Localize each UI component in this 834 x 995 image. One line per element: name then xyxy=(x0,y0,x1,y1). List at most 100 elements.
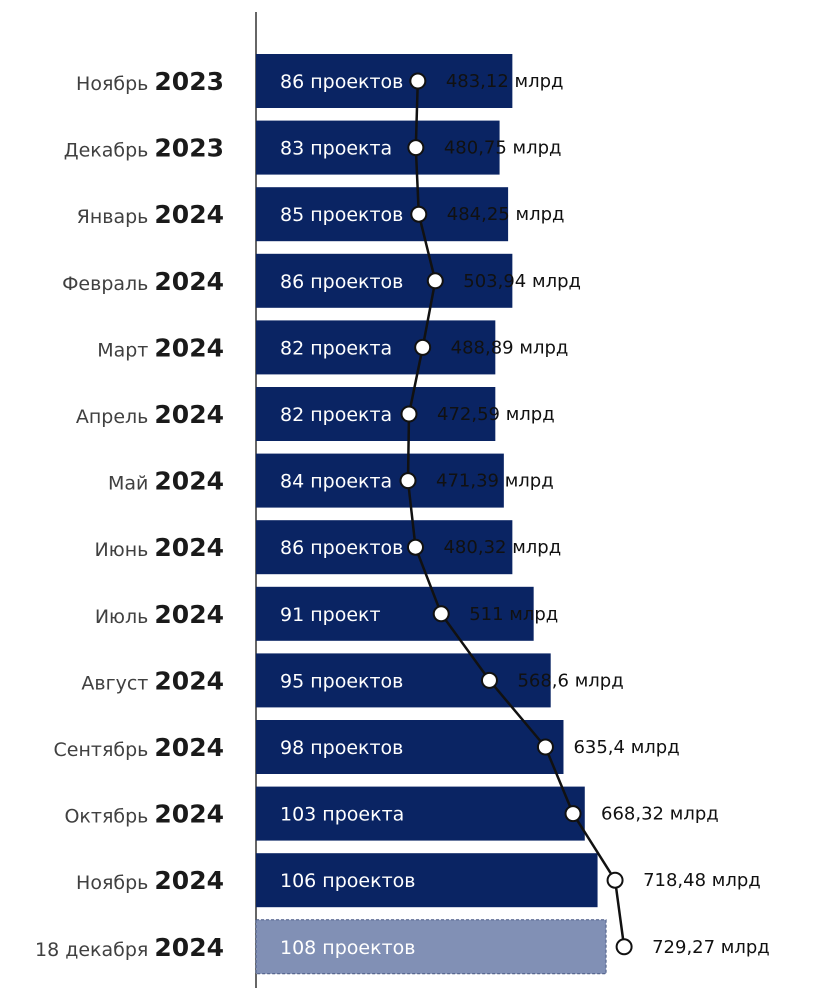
value-label: 471,39 млрд xyxy=(436,471,554,492)
category-label: Октябрь 2024 xyxy=(64,800,224,829)
bar xyxy=(256,786,585,841)
category-year: 2024 xyxy=(154,267,224,296)
category-year: 2024 xyxy=(154,600,224,629)
value-marker xyxy=(606,871,624,889)
value-label: 488,89 млрд xyxy=(451,337,569,358)
category-label: 18 декабря 2024 xyxy=(35,933,224,962)
value-label: 483,12 млрд xyxy=(446,71,564,92)
category-label: Июнь 2024 xyxy=(95,533,224,562)
bar-label: 86 проектов xyxy=(280,71,403,93)
category-year: 2024 xyxy=(154,666,224,695)
category-label: Ноябрь 2024 xyxy=(76,866,224,895)
bar-label: 108 проектов xyxy=(280,937,415,959)
bar-label: 106 проектов xyxy=(280,870,415,892)
category-year: 2023 xyxy=(154,134,224,163)
category-year: 2023 xyxy=(154,67,224,96)
category-month: Декабрь xyxy=(64,140,155,162)
category-label: Сентябрь 2024 xyxy=(54,733,225,762)
category-month: Август xyxy=(81,672,154,694)
value-marker xyxy=(399,472,417,490)
value-marker xyxy=(615,938,633,956)
category-label: Март 2024 xyxy=(97,333,224,362)
bar xyxy=(256,653,551,708)
category-month: Ноябрь xyxy=(76,73,154,95)
bar xyxy=(256,853,598,908)
value-marker xyxy=(406,538,424,556)
value-marker xyxy=(432,605,450,623)
bar xyxy=(256,387,496,441)
bar xyxy=(256,187,509,242)
bar-label: 103 проекта xyxy=(280,804,404,826)
bar xyxy=(255,919,607,975)
bar-label: 82 проекта xyxy=(280,337,392,359)
category-month: Март xyxy=(97,339,154,361)
category-year: 2024 xyxy=(154,400,224,429)
category-label: Май 2024 xyxy=(108,467,224,496)
value-marker xyxy=(564,805,582,823)
bar-label: 86 проектов xyxy=(280,537,403,559)
bar xyxy=(256,586,534,641)
bar-label: 82 проекта xyxy=(280,404,392,426)
value-label: 668,32 млрд xyxy=(601,804,719,825)
value-line-group: 483,12 млрд 480,75 млрд 484,25 млрд 503,94 … xyxy=(399,71,770,958)
category-month: Май xyxy=(108,473,154,495)
bar-label: 98 проектов xyxy=(280,737,403,759)
category-month: Июль xyxy=(95,606,155,628)
value-label: 503,94 млрд xyxy=(463,271,581,292)
category-label: Январь 2024 xyxy=(77,200,224,229)
category-month: Апрель xyxy=(76,406,155,428)
value-label: 480,32 млрд xyxy=(443,537,561,558)
bar xyxy=(256,253,513,308)
value-marker xyxy=(414,338,432,356)
bar-label: 84 проекта xyxy=(280,471,392,493)
value-marker xyxy=(409,72,427,90)
category-year: 2024 xyxy=(154,333,224,362)
bar xyxy=(256,320,496,375)
category-label: Август 2024 xyxy=(81,666,224,695)
category-month: 18 декабря xyxy=(35,939,154,961)
value-marker xyxy=(407,139,425,157)
value-label: 718,48 млрд xyxy=(643,870,761,891)
value-marker xyxy=(536,738,554,756)
bar-label: 91 проект xyxy=(280,604,381,626)
value-label: 511 млрд xyxy=(469,604,558,625)
category-year: 2024 xyxy=(154,533,224,562)
value-label: 729,27 млрд xyxy=(652,937,770,958)
value-marker xyxy=(410,205,428,223)
category-label: Ноябрь 2023 xyxy=(76,67,224,96)
category-month: Сентябрь xyxy=(54,739,155,761)
category-year: 2024 xyxy=(154,200,224,229)
bar-label: 85 проектов xyxy=(280,204,403,226)
bar xyxy=(256,453,504,508)
bar-label: 86 проектов xyxy=(280,271,403,293)
category-month: Ноябрь xyxy=(76,872,154,894)
category-year: 2024 xyxy=(154,800,224,829)
category-year: 2024 xyxy=(154,467,224,496)
bar xyxy=(256,54,513,108)
bar xyxy=(256,120,500,175)
category-month: Октябрь xyxy=(64,806,154,828)
category-year: 2024 xyxy=(154,733,224,762)
category-label: Июль 2024 xyxy=(95,600,224,629)
value-label: 472,59 млрд xyxy=(437,404,555,425)
value-marker xyxy=(426,272,444,290)
bar-group: 86 проектов 83 проекта 85 проектов 86 проек… xyxy=(255,54,607,975)
value-label: 635,4 млрд xyxy=(573,737,679,758)
value-label: 568,6 млрд xyxy=(517,670,623,691)
category-year: 2024 xyxy=(154,933,224,962)
category-label: Апрель 2024 xyxy=(76,400,224,429)
value-marker xyxy=(480,671,498,689)
category-month: Февраль xyxy=(62,273,154,295)
value-label: 480,75 млрд xyxy=(444,138,562,159)
category-label: Декабрь 2023 xyxy=(64,134,224,163)
bar-label: 83 проекта xyxy=(280,138,392,160)
category-month: Июнь xyxy=(95,539,155,561)
value-label: 484,25 млрд xyxy=(447,204,565,225)
category-label: Февраль 2024 xyxy=(62,267,224,296)
bar xyxy=(256,520,513,575)
value-marker xyxy=(400,405,418,423)
value-line xyxy=(406,80,626,947)
category-month: Январь xyxy=(77,206,155,228)
